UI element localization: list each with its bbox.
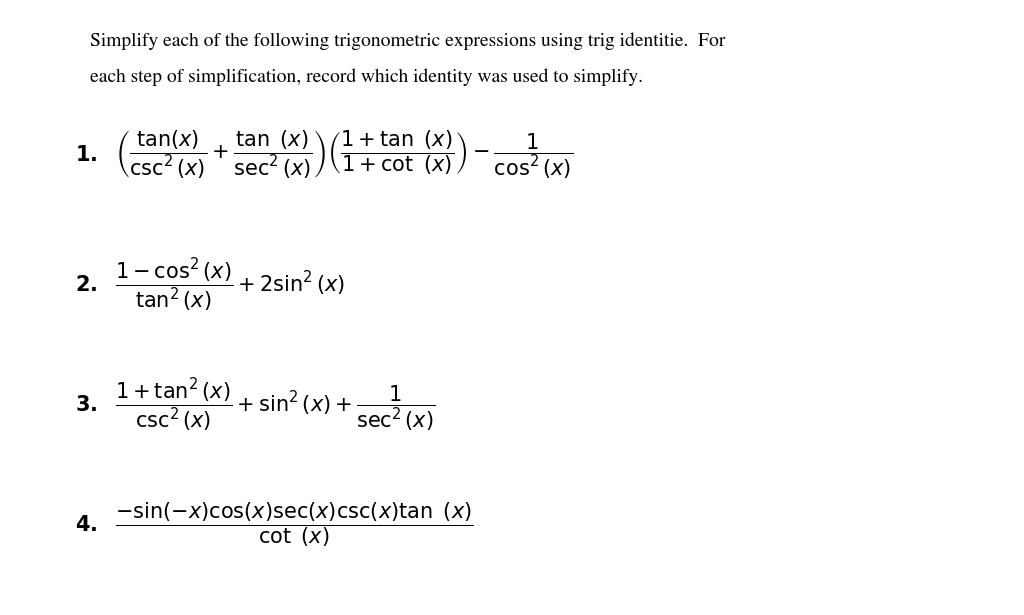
Text: $\mathbf{2.}$: $\mathbf{2.}$	[75, 275, 97, 295]
Text: $\mathbf{3.}$: $\mathbf{3.}$	[75, 395, 97, 415]
Text: $\dfrac{1+\tan^2(x)}{\csc^2(x)}+\sin^2(x)+\dfrac{1}{\sec^2(x)}$: $\dfrac{1+\tan^2(x)}{\csc^2(x)}+\sin^2(x…	[115, 376, 435, 434]
Text: $\mathbf{4.}$: $\mathbf{4.}$	[75, 515, 97, 535]
Text: $\dfrac{1-\cos^2(x)}{\tan^2(x)}+2\sin^2(x)$: $\dfrac{1-\cos^2(x)}{\tan^2(x)}+2\sin^2(…	[115, 256, 345, 314]
Text: Simplify each of the following trigonometric expressions using trig identitie.  : Simplify each of the following trigonome…	[90, 32, 725, 50]
Text: $\dfrac{-\sin(-x)\cos(x)\sec(x)\csc(x)\tan\ (x)}{\cot\ (x)}$: $\dfrac{-\sin(-x)\cos(x)\sec(x)\csc(x)\t…	[115, 501, 474, 549]
Text: $\mathbf{1.}$: $\mathbf{1.}$	[75, 145, 97, 165]
Text: each step of simplification, record which identity was used to simplify.: each step of simplification, record whic…	[90, 68, 643, 85]
Text: $\left(\dfrac{\tan(x)}{\csc^2(x)}+\dfrac{\tan\ (x)}{\sec^2(x)}\right)\left(\dfra: $\left(\dfrac{\tan(x)}{\csc^2(x)}+\dfrac…	[115, 129, 573, 181]
